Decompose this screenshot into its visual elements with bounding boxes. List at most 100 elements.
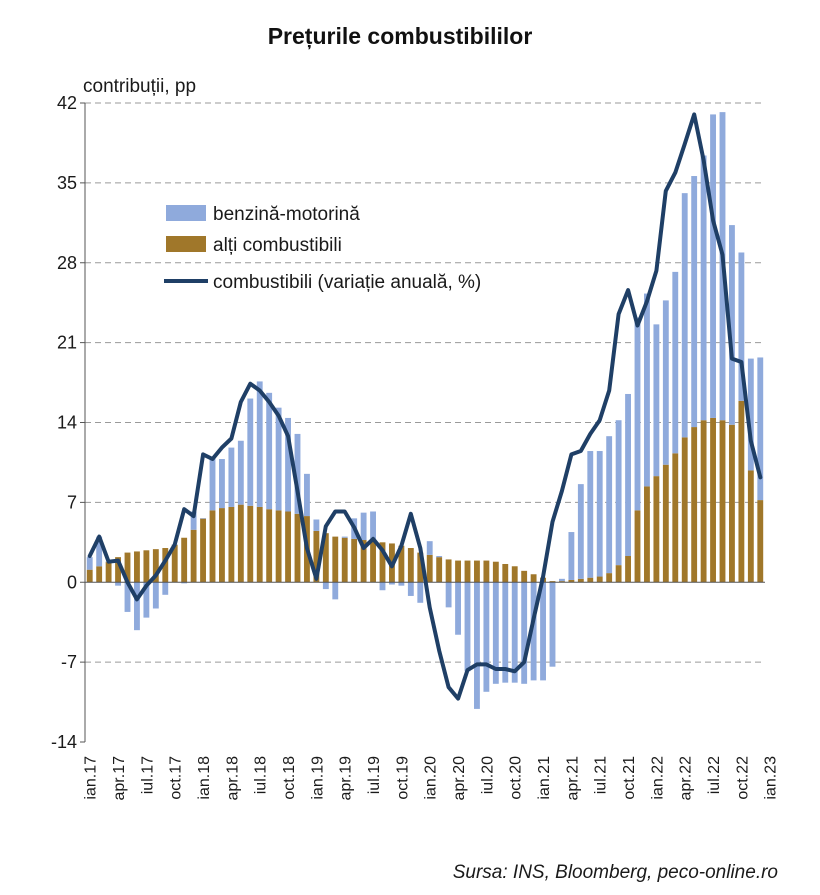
x-tick-label: ian.19	[309, 756, 326, 800]
bar-benzina-motorina	[568, 532, 575, 580]
bar-benzina-motorina	[577, 484, 584, 579]
bar-alti-combustibili	[332, 536, 339, 583]
bar-alti-combustibili	[492, 561, 499, 583]
y-tick-label: 14	[57, 413, 77, 433]
x-tick-label: oct.21	[621, 756, 638, 800]
legend-label-alti: alți combustibili	[213, 235, 342, 256]
bar-benzina-motorina	[426, 541, 433, 555]
bar-benzina-motorina	[691, 176, 698, 428]
bar-alti-combustibili	[407, 548, 414, 583]
bar-benzina-motorina	[530, 582, 537, 681]
y-tick-label: 0	[67, 572, 77, 592]
y-tick-label: 28	[57, 253, 77, 273]
x-tick-label: oct.19	[394, 756, 411, 800]
bar-alti-combustibili	[256, 506, 263, 583]
bar-alti-combustibili	[738, 400, 745, 583]
bar-alti-combustibili	[152, 549, 159, 583]
bar-alti-combustibili	[266, 509, 273, 583]
bar-benzina-motorina	[710, 114, 716, 418]
bar-alti-combustibili	[181, 537, 188, 583]
bar-alti-combustibili	[190, 529, 197, 583]
x-tick-label: apr.20	[451, 756, 468, 801]
bar-benzina-motorina	[134, 582, 140, 631]
bar-benzina-motorina	[162, 582, 169, 595]
x-tick-label: apr.19	[338, 756, 355, 801]
bar-benzina-motorina	[417, 582, 424, 603]
y-tick-label: 21	[57, 333, 77, 353]
bar-alti-combustibili	[634, 510, 641, 583]
y-tick-label: 35	[57, 173, 77, 193]
bar-benzina-motorina	[662, 300, 669, 465]
bar-benzina-motorina	[228, 447, 235, 507]
x-tick-label: iul.17	[139, 756, 156, 794]
bar-alti-combustibili	[672, 453, 679, 583]
bar-benzina-motorina	[615, 420, 622, 566]
bar-benzina-motorina	[757, 357, 764, 501]
bar-alti-combustibili	[464, 560, 471, 583]
bar-alti-combustibili	[247, 505, 254, 583]
bar-benzina-motorina	[304, 473, 310, 517]
bar-alti-combustibili	[710, 417, 716, 583]
bar-alti-combustibili	[455, 560, 461, 583]
bar-alti-combustibili	[294, 513, 301, 583]
bar-alti-combustibili	[322, 533, 329, 583]
bar-benzina-motorina	[436, 556, 443, 558]
bar-benzina-motorina	[219, 459, 225, 509]
bar-alti-combustibili	[615, 565, 622, 583]
bar-alti-combustibili	[757, 500, 764, 583]
x-tick-label: iul.20	[479, 756, 496, 794]
bar-benzina-motorina	[606, 436, 613, 574]
legend-swatch-alti	[166, 236, 206, 252]
bar-benzina-motorina	[237, 440, 244, 505]
bar-benzina-motorina	[143, 582, 150, 618]
bar-alti-combustibili	[171, 544, 178, 583]
bar-benzina-motorina	[587, 451, 594, 578]
bar-benzina-motorina	[681, 193, 688, 438]
x-tick-label: iul.19	[366, 756, 383, 794]
bar-alti-combustibili	[341, 537, 348, 583]
bar-benzina-motorina	[672, 271, 679, 454]
legend-label-line: combustibili (variație anuală, %)	[213, 272, 481, 293]
bar-alti-combustibili	[681, 437, 688, 583]
bar-benzina-motorina	[266, 392, 273, 510]
bar-alti-combustibili	[219, 508, 225, 583]
bar-benzina-motorina	[634, 317, 641, 511]
bar-benzina-motorina	[407, 582, 414, 596]
bar-alti-combustibili	[474, 560, 480, 583]
bar-alti-combustibili	[445, 559, 452, 583]
bar-benzina-motorina	[322, 582, 329, 590]
bar-benzina-motorina	[492, 582, 499, 684]
x-tick-label: iul.18	[253, 756, 270, 794]
x-tick-label: apr.17	[111, 756, 128, 801]
bar-benzina-motorina	[190, 511, 197, 530]
gridlines	[80, 102, 765, 743]
bar-benzina-motorina	[313, 519, 320, 531]
line-combustibili-variatie-anuala	[87, 112, 763, 701]
x-tick-label: ian.21	[536, 756, 553, 800]
bar-benzina-motorina	[115, 582, 121, 586]
bar-alti-combustibili	[370, 541, 376, 583]
bar-benzina-motorina	[521, 582, 528, 684]
y-tick-label: 42	[57, 93, 77, 113]
bar-alti-combustibili	[105, 561, 112, 583]
bar-benzina-motorina	[729, 225, 735, 425]
bar-benzina-motorina	[455, 582, 461, 635]
y-tick-label: 7	[67, 492, 77, 512]
bar-alti-combustibili	[606, 573, 613, 583]
bars	[86, 112, 764, 709]
x-tick-label: ian.17	[83, 756, 100, 800]
bar-benzina-motorina	[511, 582, 518, 683]
x-tick-label: iul.22	[706, 756, 723, 794]
x-tick-label: apr.21	[564, 756, 581, 801]
bar-benzina-motorina	[332, 582, 339, 600]
bar-alti-combustibili	[96, 566, 103, 583]
bar-alti-combustibili	[653, 476, 660, 583]
bar-alti-combustibili	[228, 506, 235, 583]
bar-benzina-motorina	[389, 582, 395, 585]
bar-alti-combustibili	[275, 510, 282, 583]
bar-benzina-motorina	[625, 393, 631, 557]
bar-benzina-motorina	[285, 417, 291, 512]
bar-benzina-motorina	[747, 358, 754, 471]
bar-alti-combustibili	[351, 538, 358, 583]
chart-title: Prețurile combustibililor	[268, 23, 533, 50]
